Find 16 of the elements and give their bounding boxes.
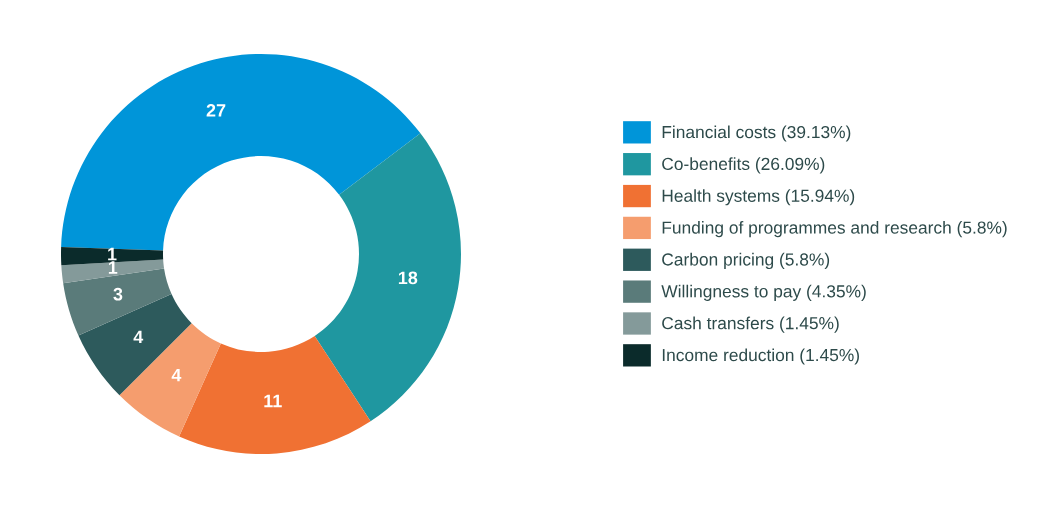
- data-label: 4: [133, 330, 144, 344]
- legend-label: Co-benefits (26.09%): [662, 157, 825, 174]
- legend-label: Funding of programmes and research (5.8%): [662, 221, 1007, 238]
- legend-label: Cash transfers (1.45%): [662, 316, 839, 333]
- legend-label: Financial costs (39.13%): [662, 125, 851, 142]
- data-label: 1: [108, 261, 118, 274]
- legend-label: Carbon pricing (5.8%): [662, 252, 830, 270]
- data-label: 3: [113, 287, 123, 301]
- legend-label: Income reduction (1.45%): [662, 348, 859, 365]
- data-label: 18: [398, 271, 418, 285]
- data-label: 11: [264, 394, 282, 408]
- data-label: 27: [206, 104, 226, 117]
- legend-label: Health systems (15.94%): [662, 189, 855, 206]
- data-label: 1: [108, 247, 117, 261]
- data-label: 4: [171, 368, 182, 382]
- legend-label: Willingness to pay (4.35%): [661, 284, 866, 301]
